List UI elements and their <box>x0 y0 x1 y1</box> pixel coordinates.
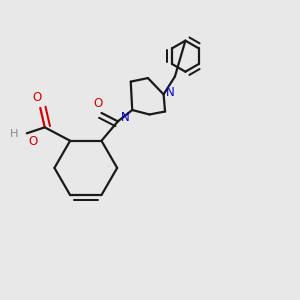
Text: O: O <box>94 97 103 110</box>
Text: O: O <box>28 135 38 148</box>
Text: H: H <box>10 129 19 139</box>
Text: N: N <box>121 112 130 124</box>
Text: N: N <box>166 86 175 99</box>
Text: O: O <box>33 91 42 104</box>
